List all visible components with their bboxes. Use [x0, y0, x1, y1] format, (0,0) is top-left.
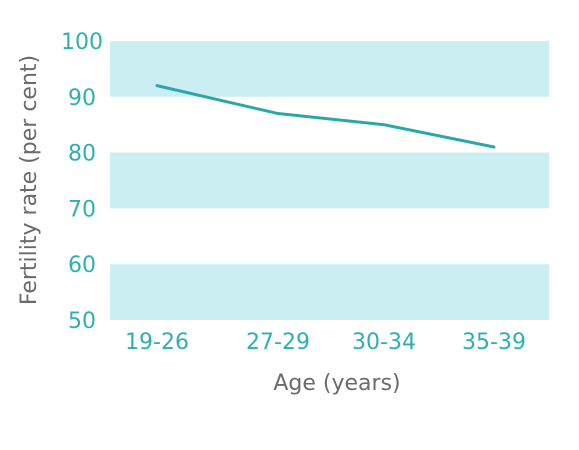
y-tick-label: 100: [61, 30, 103, 55]
background-band-0: [110, 264, 549, 320]
background-bands: [110, 41, 549, 320]
y-tick-labels: 50 60 70 80 90 100: [61, 30, 103, 334]
y-tick-label: 90: [68, 86, 96, 111]
y-tick-label: 60: [68, 253, 96, 278]
series-line: [155, 84, 496, 149]
x-axis-title: Age (years): [273, 371, 400, 396]
x-tick-label: 35-39: [462, 330, 526, 355]
y-tick-label: 70: [68, 197, 96, 222]
series-line-group: [155, 84, 496, 149]
x-tick-label: 19-26: [125, 330, 189, 355]
background-band-1: [110, 152, 549, 209]
x-tick-label: 30-34: [352, 330, 416, 355]
x-tick-label: 27-29: [246, 330, 310, 355]
background-band-2: [110, 41, 549, 97]
x-tick-labels: 19-26 27-29 30-34 35-39: [125, 330, 526, 355]
y-tick-label: 80: [68, 142, 96, 167]
y-tick-label: 50: [68, 309, 96, 334]
y-axis-title: Fertility rate (per cent): [17, 55, 42, 305]
